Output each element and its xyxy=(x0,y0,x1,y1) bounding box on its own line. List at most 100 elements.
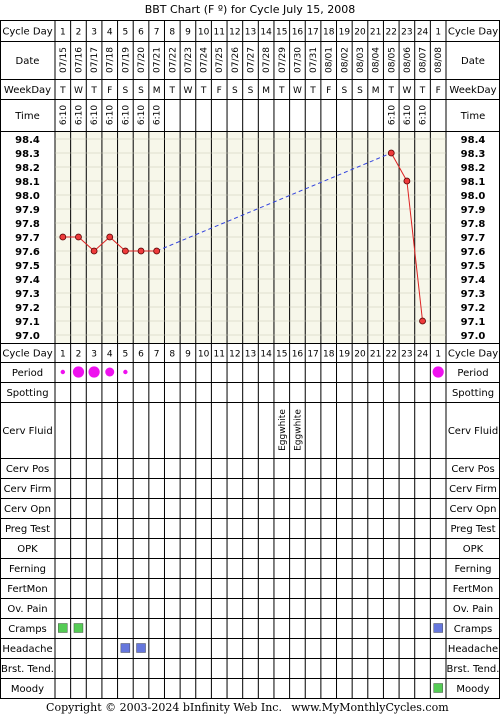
temp-label-right: 97.6 xyxy=(461,247,486,258)
time-cell: 6:10 xyxy=(74,105,84,125)
cycle-day-cell-bottom: 21 xyxy=(370,350,381,360)
cycle-day-cell-bottom: 3 xyxy=(91,350,97,360)
obs-label-left: Cerv Pos xyxy=(6,464,49,475)
weekday-cell: T xyxy=(388,86,395,96)
cycle-day-cell: 6 xyxy=(138,28,144,38)
weekday-cell: T xyxy=(419,86,426,96)
date-cell: 08/02 xyxy=(340,47,350,73)
time-cell: 6:10 xyxy=(137,105,147,125)
cycle-day-cell-bottom: 12 xyxy=(229,350,240,360)
temp-label-left: 97.2 xyxy=(15,303,40,314)
temp-label-left: 98.3 xyxy=(15,149,40,160)
time-cell: 6:10 xyxy=(387,105,397,125)
weekday-cell: W xyxy=(183,86,192,96)
cycle-day-cell: 7 xyxy=(154,28,160,38)
weekday-cell: W xyxy=(293,86,302,96)
temp-label-left: 97.6 xyxy=(15,247,40,258)
cycle-day-cell-bottom: 23 xyxy=(401,350,412,360)
data-point xyxy=(403,177,411,185)
temp-label-left: 98.1 xyxy=(15,177,40,188)
cycle-day-cell: 20 xyxy=(354,28,366,38)
label-cycle-day-left: Cycle Day xyxy=(2,27,52,38)
weekday-cell: M xyxy=(262,86,270,96)
footer-copyright: Copyright © 2003-2024 bInfinity Web Inc. xyxy=(46,701,282,714)
cycle-day-cell: 10 xyxy=(198,28,210,38)
data-point xyxy=(121,247,129,255)
temp-label-right: 98.2 xyxy=(461,163,486,174)
obs-label-right: FertMon xyxy=(453,584,493,595)
temp-label-left: 97.9 xyxy=(15,205,40,216)
date-cell: 07/22 xyxy=(168,47,178,73)
date-cell: 07/29 xyxy=(278,47,288,73)
obs-label-right: Cerv Pos xyxy=(451,464,494,475)
series-line xyxy=(109,236,126,252)
temp-label-right: 97.9 xyxy=(461,205,486,216)
cycle-day-cell: 22 xyxy=(386,28,397,38)
cerv-fluid-cell: Eggwhite xyxy=(278,409,288,451)
symptom-marker xyxy=(136,643,146,653)
label-date-right: Date xyxy=(461,56,485,67)
temp-label-right: 98.3 xyxy=(461,149,486,160)
cycle-day-cell-bottom: 10 xyxy=(198,350,210,360)
series-line xyxy=(93,236,111,252)
weekday-cell: M xyxy=(153,86,161,96)
series-line xyxy=(390,152,408,182)
weekday-cell: S xyxy=(341,86,347,96)
cycle-day-cell: 12 xyxy=(229,28,240,38)
obs-label-right: Spotting xyxy=(452,388,494,399)
label-time-right: Time xyxy=(460,111,485,122)
temp-label-left: 98.0 xyxy=(15,191,40,202)
series-gap-line xyxy=(156,152,392,252)
temp-label-left: 97.8 xyxy=(15,219,40,230)
cycle-day-cell-bottom: 20 xyxy=(354,350,366,360)
cycle-day-cell: 15 xyxy=(276,28,287,38)
cycle-day-cell-bottom: 13 xyxy=(245,350,256,360)
data-point xyxy=(75,233,82,241)
obs-label-left: Moody xyxy=(11,684,44,695)
temp-label-right: 97.3 xyxy=(461,289,486,300)
symptom-marker xyxy=(433,683,443,693)
label-cycle-day-bottom-right: Cycle Day xyxy=(448,349,498,360)
text-layer: Cycle Day Cycle Day Date Date WeekDay WeekDay… xyxy=(1,27,499,696)
temp-label-left: 97.4 xyxy=(15,275,40,286)
obs-label-right: Preg Test xyxy=(450,524,495,535)
period-marker xyxy=(60,369,66,375)
cerv-fluid-cell: Eggwhite xyxy=(293,409,303,451)
weekday-cell: S xyxy=(248,86,254,96)
cycle-day-cell: 14 xyxy=(260,28,272,38)
cycle-day-cell: 1 xyxy=(60,28,66,38)
cycle-day-cell-bottom: 15 xyxy=(276,350,287,360)
time-cell: 6:10 xyxy=(106,105,116,125)
obs-label-left: Brst. Tend. xyxy=(1,664,54,675)
cycle-day-cell-bottom: 4 xyxy=(107,350,113,360)
date-cell: 07/25 xyxy=(215,47,225,73)
cycle-day-cell: 3 xyxy=(91,28,97,38)
obs-label-right: Cramps xyxy=(454,624,493,635)
temp-label-right: 97.2 xyxy=(461,303,486,314)
series-line xyxy=(406,180,424,322)
date-cell: 07/27 xyxy=(247,47,257,73)
label-cycle-day-right: Cycle Day xyxy=(448,27,498,38)
temp-label-left: 98.2 xyxy=(15,163,40,174)
cycle-day-cell: 13 xyxy=(245,28,256,38)
cycle-day-cell-bottom: 18 xyxy=(323,350,335,360)
cycle-day-cell: 19 xyxy=(339,28,351,38)
period-marker xyxy=(123,369,128,375)
cycle-day-cell: 16 xyxy=(292,28,304,38)
weekday-cell: F xyxy=(217,86,222,96)
obs-label-right: Period xyxy=(457,368,488,379)
date-cell: 07/23 xyxy=(184,47,194,73)
symptom-marker xyxy=(433,623,443,633)
obs-label-left: Spotting xyxy=(6,388,48,399)
obs-label-right: Cerv Opn xyxy=(450,504,497,515)
weekday-cell: T xyxy=(59,86,66,96)
data-point xyxy=(419,317,426,325)
temp-label-left: 98.4 xyxy=(15,135,40,146)
date-cell: 07/18 xyxy=(106,47,116,73)
temp-label-right: 98.4 xyxy=(461,135,486,146)
cycle-day-cell-bottom: 2 xyxy=(76,350,82,360)
date-cell: 07/24 xyxy=(200,47,210,73)
date-cell: 07/15 xyxy=(59,47,69,73)
cycle-day-cell: 4 xyxy=(107,28,113,38)
